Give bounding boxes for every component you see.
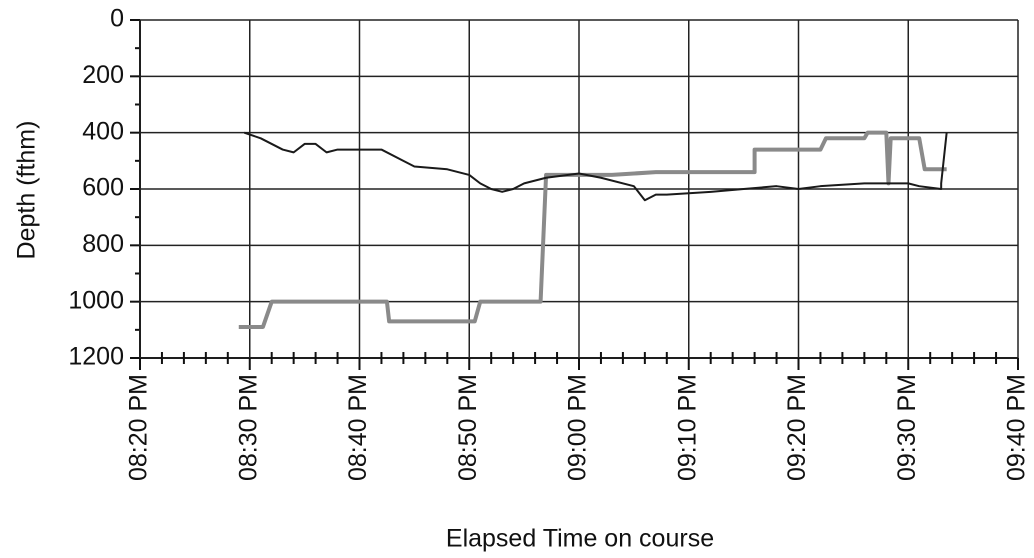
x-tick-label: 08:50 PM (454, 374, 482, 481)
y-axis-label: Depth (fthm) (13, 121, 41, 260)
x-tick-label: 09:00 PM (564, 374, 592, 481)
x-tick-label: 08:30 PM (234, 374, 262, 481)
x-tick-label: 09:10 PM (673, 374, 701, 481)
x-tick-label: 09:40 PM (1003, 374, 1031, 481)
y-tick-label: 1000 (68, 286, 124, 314)
y-tick-label: 400 (82, 117, 124, 145)
x-axis-label: Elapsed Time on course (446, 525, 714, 553)
x-tick-label: 09:20 PM (783, 374, 811, 481)
x-tick-label: 08:20 PM (125, 374, 153, 481)
y-tick-label: 600 (82, 174, 124, 202)
y-tick-label: 200 (82, 61, 124, 89)
x-tick-label: 08:40 PM (344, 374, 372, 481)
series-line (238, 130, 947, 330)
y-tick-label: 800 (82, 230, 124, 258)
x-tick-label: 09:30 PM (893, 374, 921, 481)
y-tick-label: 0 (110, 5, 124, 33)
series-line (243, 131, 948, 202)
y-tick-label: 1200 (68, 343, 124, 371)
